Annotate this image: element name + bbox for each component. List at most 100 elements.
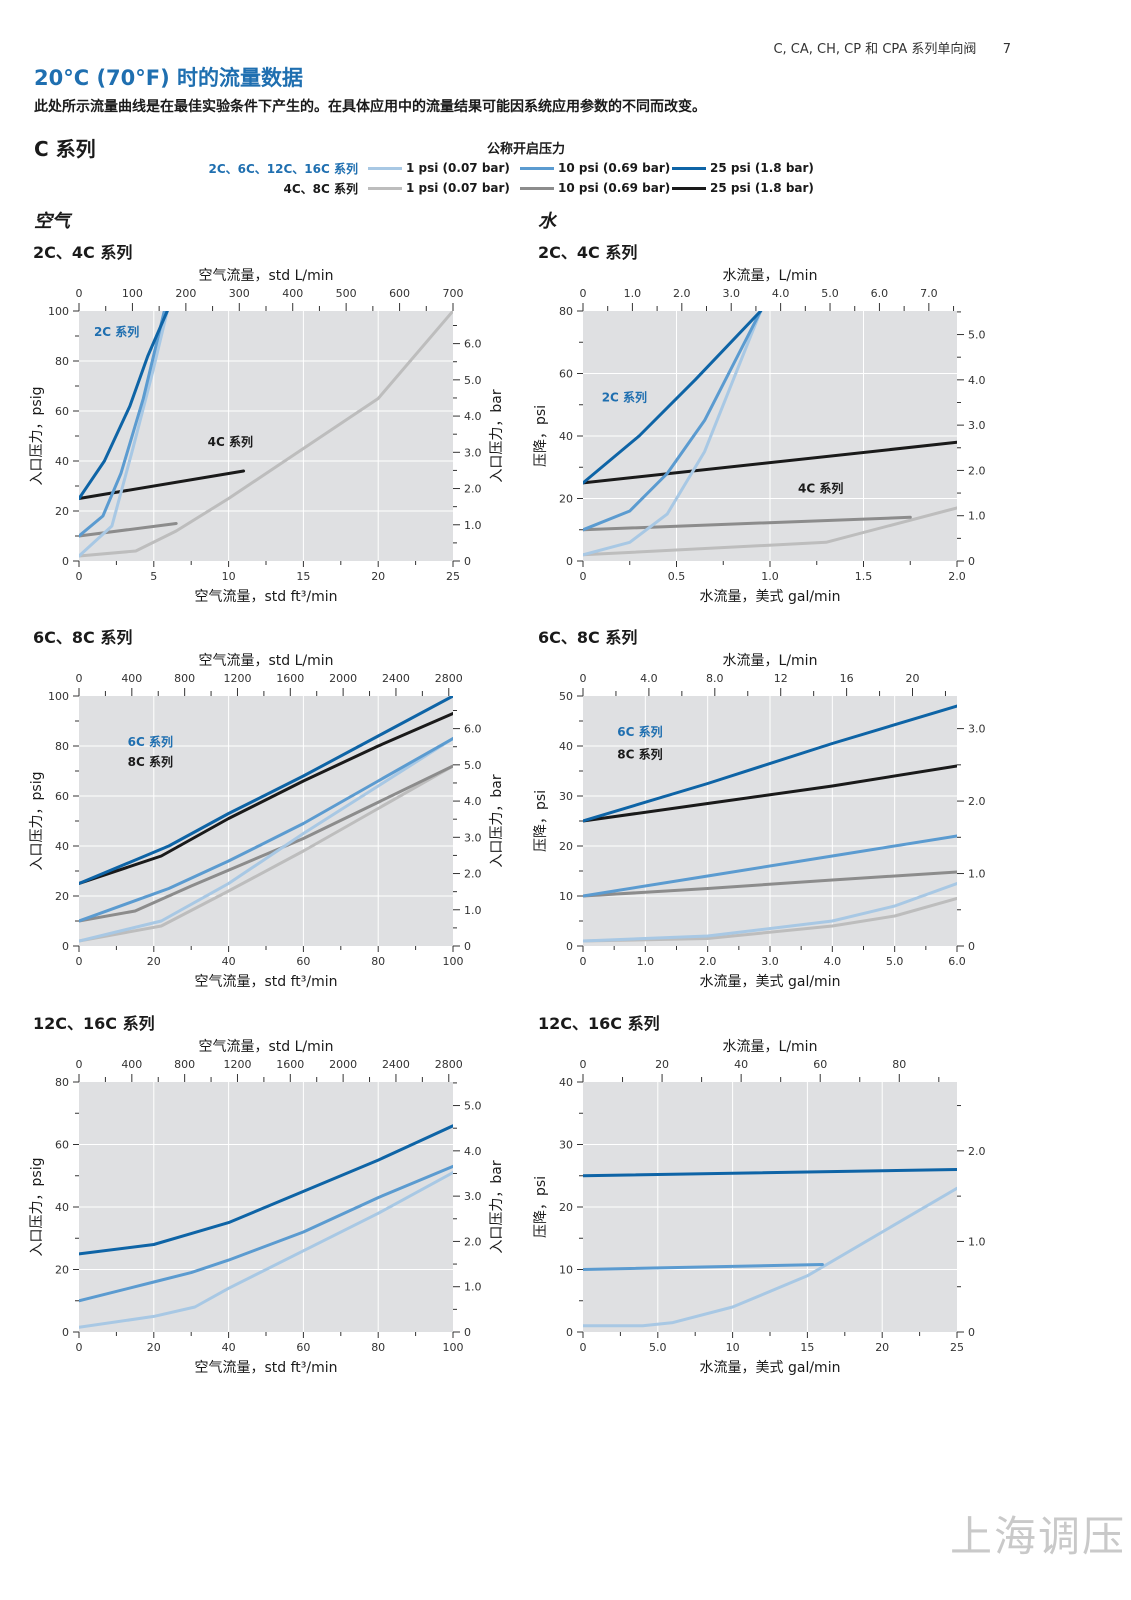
series-line (583, 515, 912, 532)
y2-tick-label: 1.0 (968, 1235, 986, 1248)
y-tick-label: 0 (566, 555, 573, 568)
series-line (79, 522, 178, 538)
x-axis-label: 空气流量，std ft³/min (194, 1360, 337, 1376)
x-tick-label: 1.0 (761, 570, 779, 583)
page-subtitle: 此处所示流量曲线是在最佳实验条件下产生的。在具体应用中的流量结果可能因系统应用参… (34, 99, 706, 115)
x-tick-label: 5.0 (649, 1341, 667, 1354)
x-axis-label: 空气流量，std ft³/min (194, 974, 337, 990)
x-tick-label: 5.0 (886, 955, 904, 968)
top-tick-label: 800 (174, 672, 195, 685)
y2-tick-label: 4.0 (464, 1145, 482, 1158)
y-tick-label: 0 (62, 940, 69, 953)
series-line (583, 1168, 957, 1178)
series-line (79, 696, 453, 885)
top-axis-label: 空气流量，std L/min (198, 268, 333, 284)
y2-tick-label: 1.0 (464, 1281, 482, 1294)
y-axis-label: 入口压力，psig (29, 772, 45, 871)
x-tick-label: 1.0 (637, 955, 655, 968)
y-tick-label: 30 (559, 1139, 573, 1152)
y-axis-label: 压降，psi (533, 790, 549, 852)
top-tick-label: 400 (121, 1058, 142, 1071)
y2-tick-label: 5.0 (968, 329, 986, 342)
y2-tick-label: 4.0 (968, 374, 986, 387)
top-tick-label: 3.0 (722, 287, 740, 300)
legend-swatch (672, 187, 706, 190)
series-annotation: 4C 系列 (798, 480, 843, 495)
y2-tick-label: 1.0 (464, 519, 482, 532)
top-tick-label: 100 (122, 287, 143, 300)
y-tick-label: 80 (55, 1076, 69, 1089)
y2-axis-label: 入口压力，bar (489, 389, 505, 482)
top-tick-label: 80 (892, 1058, 906, 1071)
top-tick-label: 2800 (435, 1058, 463, 1071)
legend-item: 10 psi (0.69 bar) (520, 181, 672, 195)
top-tick-label: 1200 (223, 672, 251, 685)
x-tick-label: 60 (296, 955, 310, 968)
y2-tick-label: 0 (464, 940, 471, 953)
x-axis-label: 水流量，美式 gal/min (700, 974, 841, 990)
top-tick-label: 2800 (435, 672, 463, 685)
top-tick-label: 2000 (329, 1058, 357, 1071)
x-tick-label: 6.0 (948, 955, 966, 968)
series-line (79, 311, 169, 500)
y2-tick-label: 2.0 (968, 795, 986, 808)
y-tick-label: 60 (55, 1139, 69, 1152)
y2-axis-label: 入口压力，bar (489, 774, 505, 867)
chart-subtitle: 2C、4C 系列 (33, 243, 132, 262)
top-tick-label: 7.0 (920, 287, 938, 300)
y-tick-label: 20 (55, 1264, 69, 1277)
y-tick-label: 80 (55, 355, 69, 368)
top-tick-label: 2.0 (673, 287, 691, 300)
legend-swatch (672, 167, 706, 170)
series-line (583, 1186, 957, 1328)
top-axis-label: 空气流量，std L/min (198, 653, 333, 669)
legend-item-label: 25 psi (1.8 bar) (710, 161, 814, 175)
legend-swatch (520, 187, 554, 190)
x-tick-label: 0 (580, 570, 587, 583)
y-tick-label: 10 (559, 1264, 573, 1277)
y-tick-label: 20 (559, 1201, 573, 1214)
legend-item-label: 10 psi (0.69 bar) (558, 161, 671, 175)
x-tick-label: 0 (580, 1341, 587, 1354)
x-tick-label: 3.0 (761, 955, 779, 968)
series-line (79, 712, 453, 885)
series-annotation: 2C 系列 (94, 324, 139, 339)
series-line (583, 440, 957, 485)
top-tick-label: 0 (76, 1058, 83, 1071)
x-tick-label: 20 (875, 1341, 889, 1354)
top-tick-label: 1600 (276, 1058, 304, 1071)
series-line (583, 311, 763, 557)
series-annotation: 6C 系列 (128, 734, 173, 749)
legend: 2C、6C、12C、16C 系列 1 psi (0.07 bar) 10 psi (… (170, 158, 830, 198)
series-line (79, 469, 246, 500)
y2-tick-label: 3.0 (464, 1190, 482, 1203)
series-line (583, 882, 957, 943)
legend-item-label: 10 psi (0.69 bar) (558, 181, 671, 195)
y2-tick-label: 0 (968, 1326, 975, 1339)
y2-tick-label: 3.0 (968, 723, 986, 736)
legend-swatch (368, 187, 402, 190)
top-tick-label: 0 (76, 672, 83, 685)
legend-item-label: 25 psi (1.8 bar) (710, 181, 814, 195)
y2-tick-label: 2.0 (968, 1145, 986, 1158)
y-tick-label: 40 (559, 1076, 573, 1089)
x-tick-label: 10 (726, 1341, 740, 1354)
y2-tick-label: 5.0 (464, 374, 482, 387)
top-tick-label: 5.0 (821, 287, 839, 300)
page-number: 7 (1002, 42, 1011, 57)
y-tick-label: 40 (55, 455, 69, 468)
top-tick-label: 16 (840, 672, 854, 685)
series-line (79, 1164, 453, 1303)
top-tick-label: 12 (774, 672, 788, 685)
series-line (583, 704, 957, 823)
chart-air-12c-16c: 12C、16C 系列 空气流量，std L/min 0 20 40 60 80 100 0 20 4… (0, 1011, 520, 1391)
y-tick-label: 20 (559, 840, 573, 853)
top-tick-label: 1600 (276, 672, 304, 685)
x-tick-label: 4.0 (824, 955, 842, 968)
y2-tick-label: 3.0 (464, 831, 482, 844)
x-tick-label: 0 (76, 1341, 83, 1354)
y-tick-label: 0 (566, 940, 573, 953)
chart-subtitle: 12C、16C 系列 (538, 1014, 660, 1033)
